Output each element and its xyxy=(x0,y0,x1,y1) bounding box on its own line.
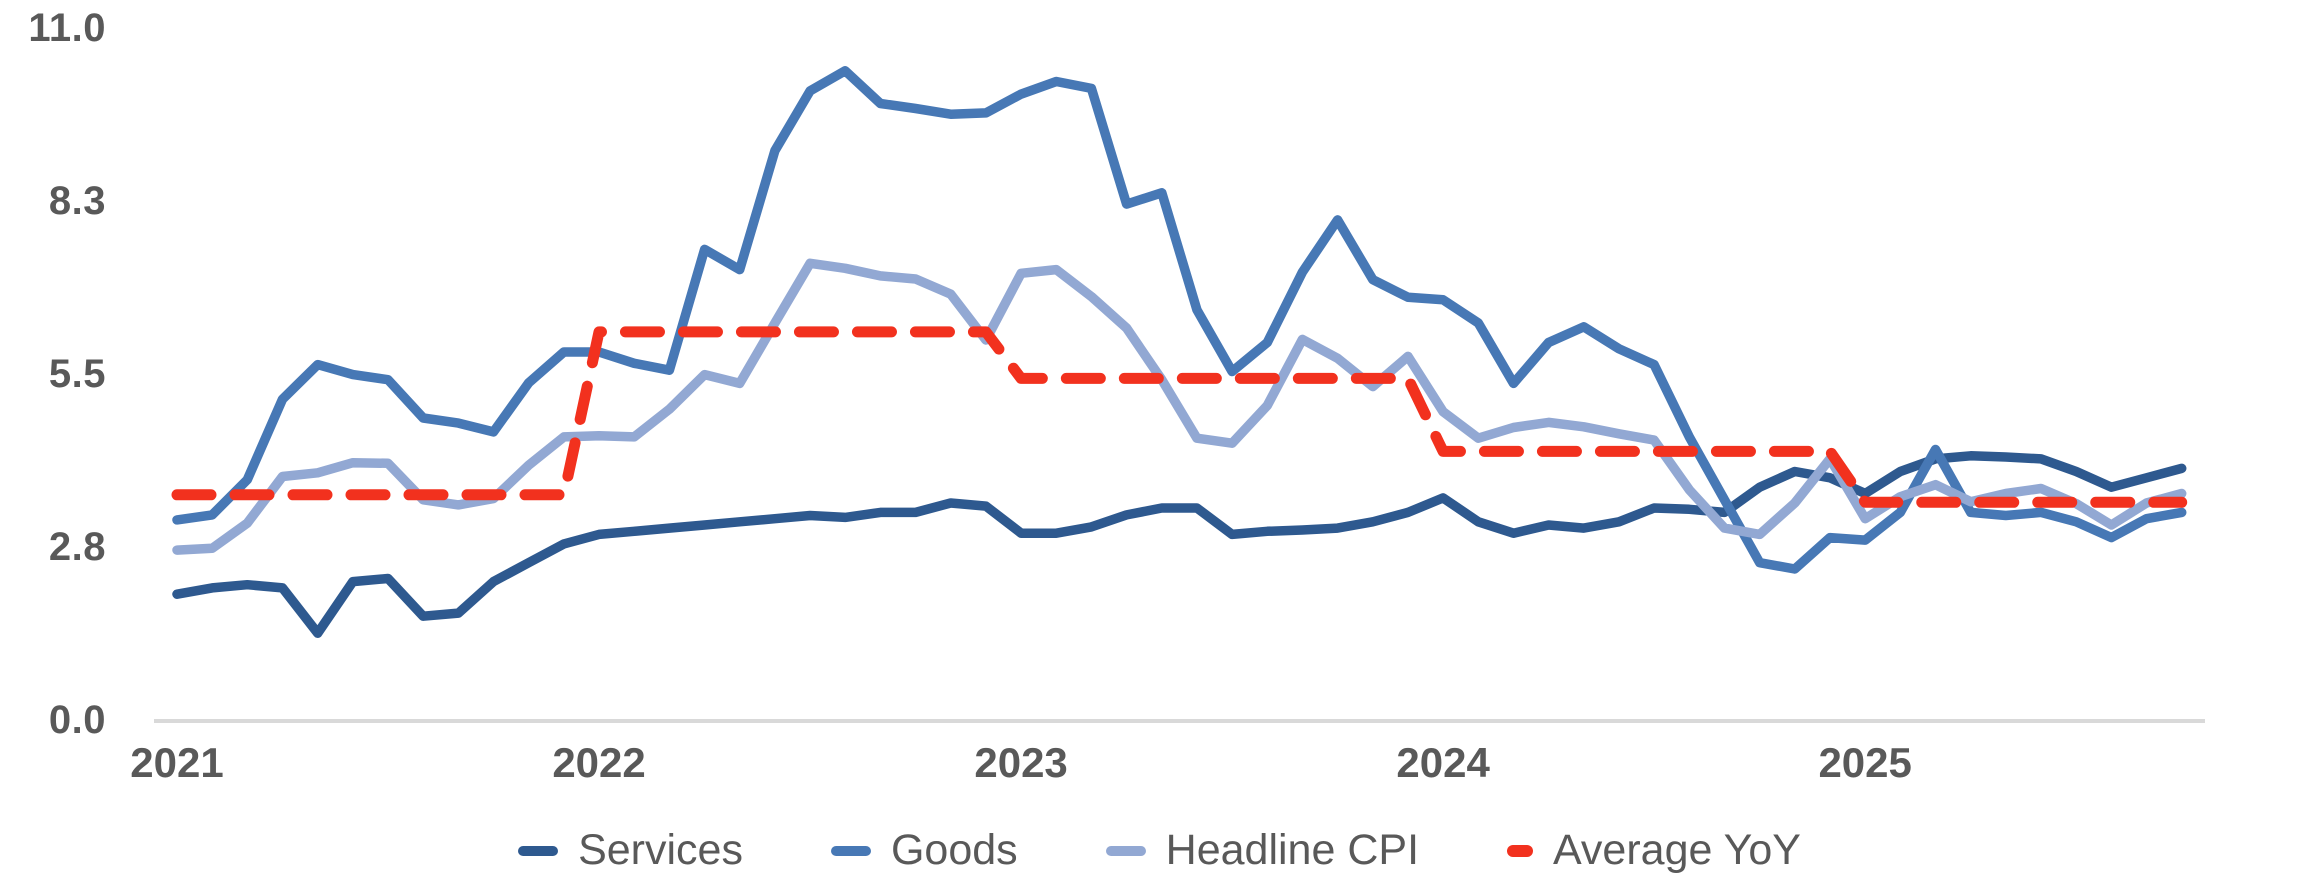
legend-item-average-yoy: Average YoY xyxy=(1507,826,1801,875)
y-axis-tick-label: 2.8 xyxy=(48,525,106,569)
headline-cpi-swatch-icon xyxy=(1105,845,1146,856)
y-axis-tick-label: 5.5 xyxy=(48,352,106,396)
y-axis-tick-label: 8.3 xyxy=(48,179,106,223)
x-axis-tick-label: 2025 xyxy=(1818,739,1912,786)
legend-item-services: Services xyxy=(518,826,743,875)
legend-item-goods: Goods xyxy=(830,826,1018,875)
x-axis-tick-label: 2021 xyxy=(130,739,224,786)
services-swatch-icon xyxy=(518,845,559,856)
legend-item-headline-cpi: Headline CPI xyxy=(1105,826,1420,875)
x-axis-tick-label: 2024 xyxy=(1396,739,1490,786)
legend-item-label: Services xyxy=(578,826,743,874)
x-axis-tick-label: 2023 xyxy=(974,739,1068,786)
series-goods-line xyxy=(172,66,2187,574)
series-services-line xyxy=(172,451,2187,638)
legend: Services Goods Headline CPI Average YoY xyxy=(0,826,2319,875)
legend-item-label: Goods xyxy=(890,826,1018,874)
legend-item-label: Headline CPI xyxy=(1165,826,1420,874)
y-axis-tick-label: 0.0 xyxy=(48,698,106,742)
x-axis-tick-label: 2022 xyxy=(552,739,646,786)
y-axis-tick-label: 11.0 xyxy=(28,6,106,50)
average-yoy-swatch-icon xyxy=(1507,844,1534,857)
series-average-yoy-line xyxy=(171,326,2188,508)
legend-item-label: Average YoY xyxy=(1553,826,1801,874)
series-headline-cpi-line xyxy=(172,258,2187,555)
goods-swatch-icon xyxy=(830,845,871,856)
